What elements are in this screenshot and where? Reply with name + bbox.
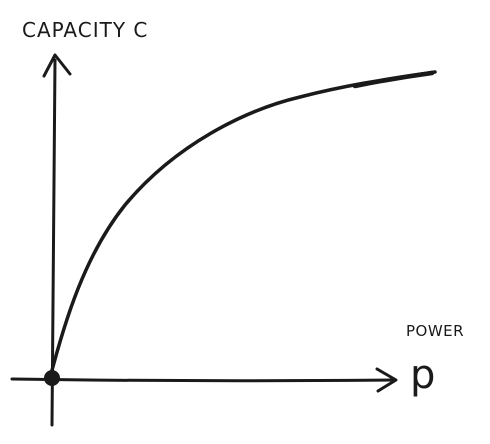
y-axis (50, 58, 57, 427)
capacity-curve-tail (352, 70, 435, 89)
x-axis-arrowhead (375, 367, 398, 393)
origin-point (44, 370, 60, 386)
x-axis (10, 377, 394, 383)
x-axis-label-symbol: p (410, 352, 435, 398)
y-axis-label: CAPACITY C (22, 18, 148, 42)
capacity-curve (48, 70, 437, 380)
y-axis-arrowhead (42, 53, 72, 78)
x-axis-label-word: POWER (406, 322, 464, 340)
